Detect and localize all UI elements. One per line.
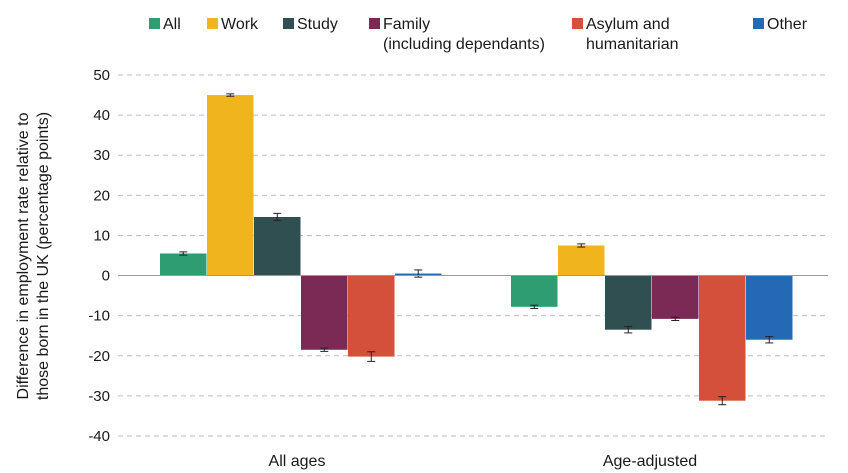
chart-bars xyxy=(160,95,793,401)
y-tick-label: 10 xyxy=(93,227,110,244)
bar xyxy=(207,95,254,276)
bar xyxy=(254,216,301,276)
bar xyxy=(746,275,793,340)
legend-label: All xyxy=(163,16,181,33)
bar xyxy=(652,275,699,319)
x-category-label: Age-adjusted xyxy=(603,453,697,470)
legend-swatch xyxy=(572,18,583,29)
y-axis-label-line: Difference in employment rate relative t… xyxy=(15,112,32,399)
legend-label: Other xyxy=(767,16,808,33)
chart-error-bars xyxy=(179,93,774,406)
legend-label: Study xyxy=(297,16,338,33)
legend-swatch xyxy=(283,18,294,29)
legend-swatch xyxy=(369,18,380,29)
legend-label: Work xyxy=(221,16,259,33)
bar xyxy=(511,275,558,307)
y-axis-ticks: 50 40 30 20 10 0 -10 -20 -30 -40 xyxy=(88,67,110,445)
legend-label: Family xyxy=(383,16,430,33)
y-tick-label: -30 xyxy=(88,388,110,405)
bar xyxy=(348,275,395,357)
bar xyxy=(699,275,746,401)
chart-legend: All Work Study Family (including dependants)… xyxy=(149,16,808,53)
bar xyxy=(558,245,605,276)
y-tick-label: -40 xyxy=(88,428,110,445)
x-axis-categories: All ages Age-adjusted xyxy=(269,453,698,470)
y-tick-label: 50 xyxy=(93,67,110,84)
y-tick-label: 0 xyxy=(102,268,110,285)
y-tick-label: 40 xyxy=(93,107,110,124)
legend-label: (including dependants) xyxy=(383,36,545,53)
legend-swatch xyxy=(753,18,764,29)
y-tick-label: -10 xyxy=(88,308,110,325)
y-tick-label: 20 xyxy=(93,187,110,204)
bar xyxy=(160,253,207,276)
legend-label: Asylum and xyxy=(586,16,670,33)
y-tick-label: 30 xyxy=(93,147,110,164)
y-axis-label: Difference in employment rate relative t… xyxy=(15,112,52,400)
legend-label: humanitarian xyxy=(586,36,679,53)
bar xyxy=(301,275,348,350)
legend-swatch xyxy=(207,18,218,29)
bar xyxy=(605,275,652,330)
x-category-label: All ages xyxy=(269,453,326,470)
y-tick-label: -20 xyxy=(88,348,110,365)
y-axis-label-line: those born in the UK (percentage points) xyxy=(35,112,52,400)
legend-swatch xyxy=(149,18,160,29)
